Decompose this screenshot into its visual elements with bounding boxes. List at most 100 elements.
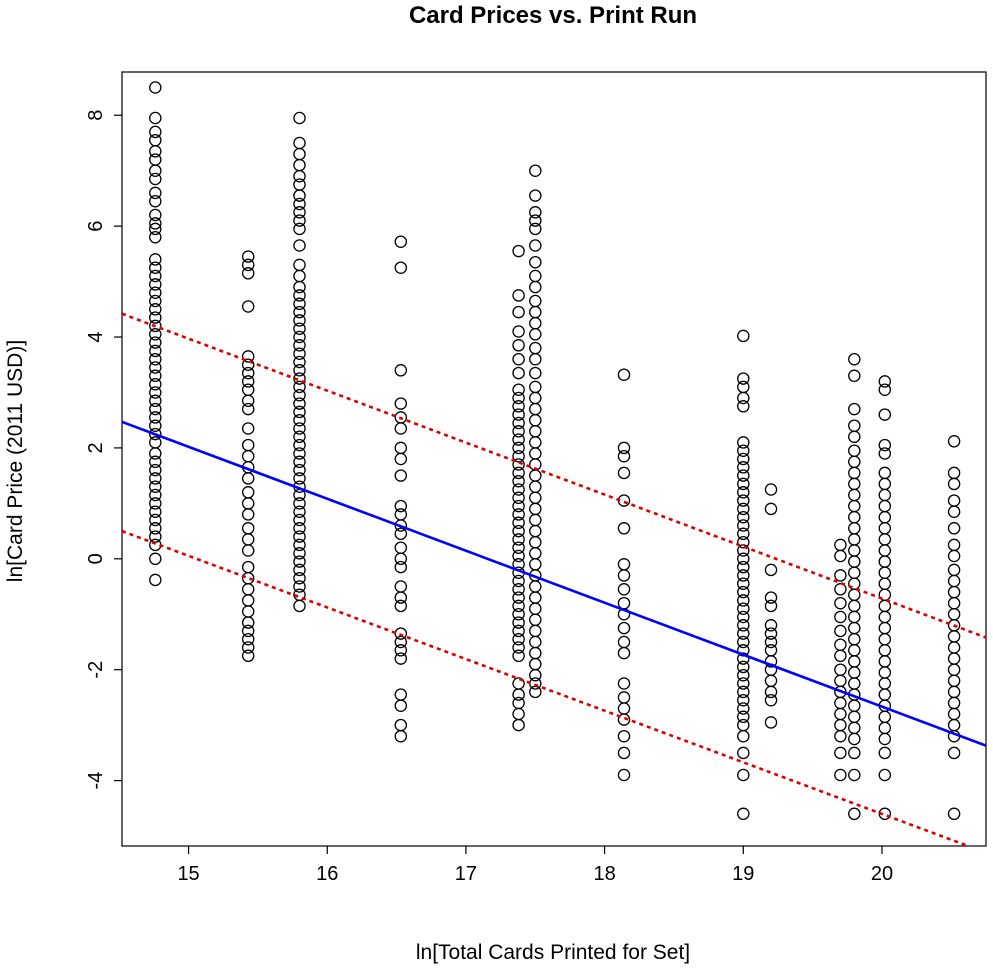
data-point [394,422,408,435]
data-point [512,491,525,505]
data-point [737,635,750,649]
data-point [529,413,542,427]
data-point [394,688,408,701]
data-point [848,466,861,480]
data-point [878,632,892,646]
data-point [293,538,306,552]
data-point [737,400,750,413]
data-point [512,352,525,366]
data-point [617,646,631,660]
data-point [764,693,778,707]
data-point [617,729,631,743]
data-point [878,447,892,460]
data-point [512,632,525,646]
data-point [241,594,255,607]
data-point [293,258,306,272]
data-point [149,480,162,493]
data-point [947,596,961,610]
data-point [512,474,525,488]
data-point [241,605,255,618]
data-point [149,172,162,186]
data-point [834,610,847,624]
data-point [293,322,306,335]
data-point [241,258,255,272]
data-point [529,646,542,660]
data-point [878,499,892,513]
data-point [737,380,750,394]
data-point [737,718,750,732]
data-point [293,505,306,518]
data-point [737,729,750,743]
data-point [149,194,162,208]
data-point [764,716,778,729]
data-point [149,278,162,291]
data-point [529,613,542,627]
data-point [764,599,778,613]
data-point [848,644,861,657]
regression-line [122,420,986,747]
data-point [848,455,861,469]
data-point [512,718,525,732]
data-point [878,466,892,480]
data-point [149,419,162,432]
data-point [241,383,255,396]
data-point [149,463,162,477]
data-point [947,663,961,676]
data-point [512,516,525,530]
data-point [737,461,750,474]
data-point [947,549,961,563]
data-point [947,630,961,643]
data-point [149,386,162,399]
data-point [617,466,631,480]
data-point [512,499,525,513]
data-point [512,400,525,413]
data-point [737,610,750,624]
data-point [737,452,750,466]
data-point [149,538,162,552]
data-point [293,430,306,444]
data-point [149,513,162,527]
data-point [529,580,542,593]
data-point [149,303,162,316]
data-point [834,549,847,563]
data-point [737,585,750,599]
data-point [834,729,847,743]
data-point [512,325,525,338]
data-point [149,402,162,416]
data-point [878,610,892,624]
data-point [512,508,525,521]
data-point [149,186,162,200]
data-point [617,596,631,610]
data-point [529,524,542,538]
data-point [737,469,750,482]
data-point [293,297,306,311]
y-tick-label: 0 [85,553,107,564]
data-point [293,305,306,319]
data-point [394,508,408,521]
data-point [737,746,750,760]
data-point [878,383,892,396]
data-point [394,718,408,732]
data-point [878,544,892,557]
data-point [241,544,255,557]
data-point [878,768,892,782]
data-point [737,552,750,566]
data-point [529,352,542,366]
y-tick-label: 8 [85,110,107,121]
data-point [834,707,847,721]
data-point [293,214,306,227]
data-point [878,621,892,635]
data-point [737,560,750,574]
data-point [149,344,162,358]
data-point [947,807,961,821]
data-point [394,599,408,613]
data-point [834,596,847,610]
data-point [293,111,306,125]
data-point [394,652,408,665]
data-point [947,718,961,732]
data-point [293,563,306,577]
chart-title: Card Prices vs. Print Run [409,2,697,29]
data-point [149,153,162,166]
data-point [293,169,306,183]
data-point [241,560,255,574]
